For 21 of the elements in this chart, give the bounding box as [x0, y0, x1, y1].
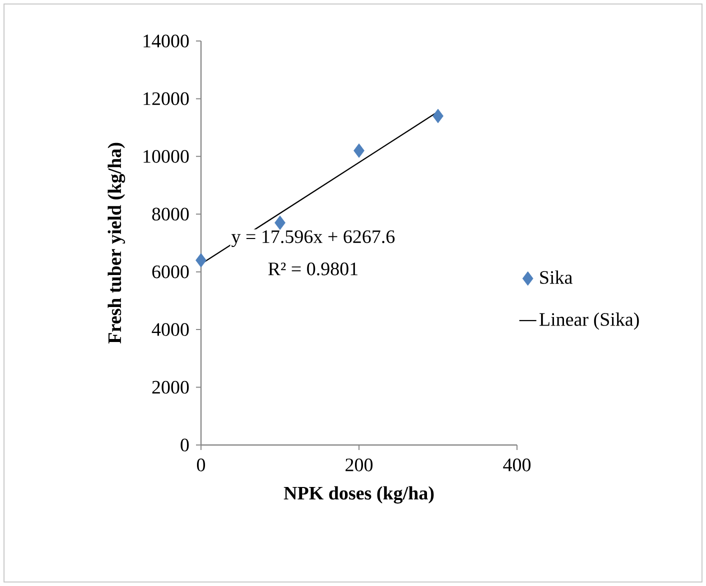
- x-tick-label: 400: [503, 458, 531, 472]
- y-tick-label: 10000: [144, 150, 189, 163]
- annotation: y = 17.596x + 6267.6: [231, 230, 395, 247]
- y-tick-label: 6000: [152, 265, 189, 278]
- point: [354, 143, 364, 158]
- point: [274, 216, 286, 230]
- point: [432, 108, 444, 124]
- y-tick-label: 4000: [152, 323, 189, 336]
- x-axis-title: NPK doses (kg/ha): [284, 486, 434, 504]
- y-tick-label: 12000: [144, 92, 189, 106]
- point: [196, 253, 206, 268]
- legend-label: Sika: [540, 270, 572, 284]
- y-axis-title: Fresh tuber yield (kg/ha): [108, 142, 126, 344]
- x-tick-label: 0: [196, 458, 206, 472]
- y-tick-label: 2000: [152, 380, 189, 394]
- y-tick-label: 14000: [144, 34, 189, 48]
- x-tick-label: 200: [346, 458, 373, 472]
- annotation: R² = 0.9801: [268, 262, 358, 276]
- legend-label: Linear (Sika): [539, 312, 639, 330]
- y-tick-label: 8000: [152, 208, 189, 221]
- y-tick-label: 0: [180, 438, 189, 452]
